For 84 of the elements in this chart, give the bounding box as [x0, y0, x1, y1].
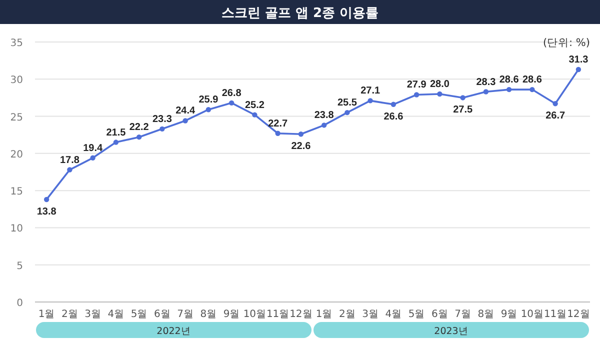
annotation: (단위: %)	[542, 37, 590, 49]
x-tick-label: 10월	[243, 309, 266, 320]
point	[90, 155, 96, 160]
data-label: 22.2	[129, 122, 150, 134]
x-tick-label: 5월	[130, 309, 148, 320]
point	[160, 126, 165, 132]
point	[113, 140, 119, 145]
point	[460, 95, 466, 100]
data-label: 28.3	[476, 76, 496, 88]
point	[483, 89, 489, 94]
data-label: 21.5	[106, 127, 126, 138]
x-tick-label: 6월	[154, 309, 170, 320]
point	[136, 134, 142, 140]
x-tick-label: 10월	[520, 309, 544, 320]
x-tick-label: 11월	[266, 309, 290, 320]
x-tick-label: 7월	[177, 309, 194, 320]
data-label: 19.4	[83, 142, 103, 154]
y-tick-label: 25	[10, 112, 23, 124]
data-label: 31.3	[568, 54, 589, 66]
x-tick-label: 4월	[108, 309, 124, 320]
y-tick-label: 20	[10, 149, 23, 160]
point	[576, 66, 582, 72]
point	[506, 86, 512, 92]
x-tick-label: 2월	[339, 309, 356, 320]
x-tick-label: 12월	[567, 309, 590, 320]
x-tick-label: 9월	[500, 309, 518, 320]
data-label: 17.8	[60, 154, 80, 166]
point	[552, 101, 558, 106]
x-tick-label: 6월	[432, 309, 448, 320]
data-label: 28.6	[522, 74, 542, 86]
y-tick-label: 30	[10, 75, 23, 86]
data-label: 28.6	[499, 74, 520, 86]
x-tick-label: 4월	[385, 309, 402, 320]
data-label: 22.6	[291, 141, 312, 152]
x-tick-label: 8월	[200, 309, 217, 320]
point	[228, 100, 234, 106]
text: 2023년	[434, 326, 468, 337]
point	[182, 118, 188, 124]
chart-title: 스크린 골프 앱 2종 이용률	[221, 6, 379, 21]
point	[252, 112, 258, 118]
y-tick-label: 5	[16, 260, 23, 272]
point	[414, 92, 420, 98]
data-label: 26.8	[222, 88, 242, 99]
x-tick-label: 3월	[362, 309, 378, 320]
point	[530, 86, 535, 92]
point	[390, 102, 396, 107]
data-label: 28.0	[430, 79, 450, 90]
x-tick-label: 11월	[544, 309, 567, 320]
x-tick-label: 8월	[478, 309, 494, 320]
point	[321, 122, 327, 128]
data-label: 25.9	[198, 94, 219, 106]
x-tick-label: 12월	[290, 309, 312, 320]
y-tick-label: 35	[10, 38, 23, 49]
point	[44, 196, 50, 202]
data-label: 25.5	[337, 98, 358, 109]
data-label: 23.3	[152, 114, 172, 125]
x-tick-label: 1월	[38, 309, 55, 320]
data-label: 26.6	[384, 111, 404, 122]
y-tick-label: 0	[16, 298, 23, 309]
point	[67, 167, 72, 172]
x-tick-label: 9월	[223, 309, 240, 320]
x-tick-label: 5월	[408, 309, 425, 320]
data-label: 24.4	[176, 106, 196, 117]
data-label: 26.7	[546, 110, 566, 122]
text: 2022년	[156, 326, 191, 337]
point	[275, 130, 280, 136]
y-tick-label: 15	[10, 186, 23, 198]
x-tick-label: 2월	[62, 309, 78, 320]
x-tick-label: 7월	[454, 309, 471, 320]
point	[206, 107, 212, 112]
point	[344, 110, 350, 116]
point	[368, 98, 373, 104]
data-label: 22.7	[268, 118, 288, 130]
point	[437, 91, 442, 97]
data-label: 27.5	[453, 104, 473, 116]
data-label: 27.9	[406, 80, 427, 91]
point	[298, 132, 304, 137]
data-label: 27.1	[360, 86, 380, 97]
y-tick-label: 10	[10, 224, 23, 235]
x-tick-label: 1월	[316, 309, 332, 320]
x-tick-label: 3월	[84, 309, 101, 320]
data-label: 23.8	[314, 110, 334, 122]
data-label: 25.2	[244, 100, 265, 111]
data-label: 13.8	[36, 206, 57, 218]
